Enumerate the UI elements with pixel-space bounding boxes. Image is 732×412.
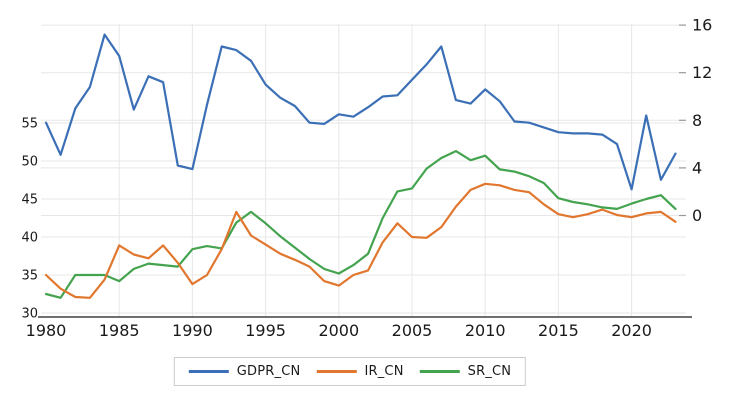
left-axis-tick-label-45: 45: [21, 193, 38, 208]
x-axis-tick-label-1980: 1980: [26, 321, 67, 340]
x-axis-tick-label-1990: 1990: [172, 321, 213, 340]
series-line-IR_CN: [44, 182, 677, 299]
legend-item-SR_CN: SR_CN: [419, 364, 512, 379]
legend-swatch-SR_CN: [419, 370, 460, 373]
legend-item-IR_CN: IR_CN: [316, 364, 403, 379]
right-axis-tick-label-12: 12: [692, 63, 712, 82]
x-axis-tick-label-2010: 2010: [465, 321, 506, 340]
right-axis-tick-label-0: 0: [692, 206, 702, 225]
legend: GDPR_CN IR_CN SR_CN: [173, 357, 527, 386]
legend-swatch-IR_CN: [316, 370, 357, 373]
series-line-GDPR_CN: [44, 33, 677, 191]
left-axis-tick-label-50: 50: [21, 155, 38, 170]
left-axis-tick-label-35: 35: [21, 269, 38, 284]
x-axis-tick-label-1995: 1995: [245, 321, 286, 340]
left-axis-tick-label-55: 55: [21, 117, 38, 132]
x-axis-tick-label-2020: 2020: [611, 321, 652, 340]
legend-item-GDPR_CN: GDPR_CN: [188, 364, 301, 379]
legend-label-GDPR_CN: GDPR_CN: [236, 364, 301, 379]
right-axis-tick-label-16: 16: [692, 16, 712, 35]
right-axis-tick-label-4: 4: [692, 158, 702, 177]
x-axis-tick-label-2000: 2000: [318, 321, 359, 340]
legend-label-IR_CN: IR_CN: [364, 364, 404, 379]
x-axis-tick-label-1985: 1985: [99, 321, 140, 340]
left-axis-tick-label-30: 30: [21, 307, 38, 322]
legend-label-SR_CN: SR_CN: [467, 364, 512, 379]
x-axis-tick-label-2005: 2005: [392, 321, 433, 340]
series-line-SR_CN: [44, 150, 677, 299]
legend-swatch-GDPR_CN: [188, 370, 229, 373]
left-axis-tick-label-40: 40: [21, 231, 38, 246]
x-axis-tick-label-2015: 2015: [538, 321, 579, 340]
right-axis-tick-label-8: 8: [692, 111, 702, 130]
